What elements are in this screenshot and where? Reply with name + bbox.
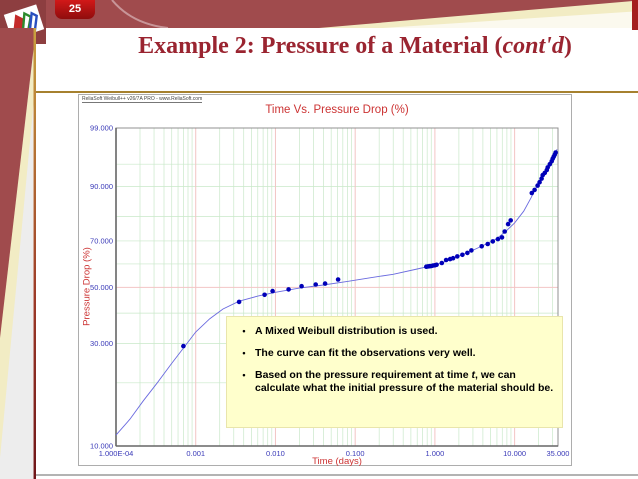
bullet-text: A Mixed Weibull distribution is used. (255, 325, 438, 337)
header-banner (0, 0, 638, 28)
svg-text:0.010: 0.010 (266, 449, 285, 458)
header-divider-line (36, 91, 638, 93)
bullet-text: Based on the pressure requirement at tim… (255, 369, 556, 395)
bullet-text-suffix: , we can calculate what the initial pres… (255, 369, 554, 394)
svg-text:1.000: 1.000 (426, 449, 445, 458)
weibull-chart-panel: ReliaSoft Weibull++ v26/7A PRO - www.Rel… (78, 94, 572, 467)
x-axis-title: Time (days) (312, 456, 362, 467)
svg-text:0.001: 0.001 (186, 449, 205, 458)
bullet-text-italic: t (471, 369, 475, 381)
page-title: Example 2: Pressure of a Material (cont'… (80, 33, 630, 60)
title-text: Example 2: Pressure of a Material ( (138, 33, 503, 59)
svg-text:10.000: 10.000 (90, 442, 113, 451)
note-box: • A Mixed Weibull distribution is used. … (226, 316, 563, 428)
list-item: • The curve can fit the observations ver… (233, 347, 556, 360)
svg-text:90.000: 90.000 (90, 182, 113, 191)
svg-text:99.000: 99.000 (90, 124, 113, 133)
svg-text:35.000: 35.000 (547, 449, 570, 458)
slide-number-badge: 25 (55, 0, 95, 19)
svg-text:10.000: 10.000 (503, 449, 526, 458)
bullet-icon: • (242, 326, 246, 336)
footer-divider-line (36, 474, 638, 476)
corner-red-strip (632, 0, 638, 30)
list-item: • A Mixed Weibull distribution is used. (233, 325, 556, 338)
svg-text:1.000E-04: 1.000E-04 (99, 449, 134, 458)
slide-number: 25 (68, 3, 82, 15)
svg-text:30.000: 30.000 (90, 339, 113, 348)
svg-text:70.000: 70.000 (90, 236, 113, 245)
reliasoft-watermark: ReliaSoft Weibull++ v26/7A PRO - www.Rel… (82, 96, 203, 103)
bullet-text: The curve can fit the observations very … (255, 347, 476, 359)
svg-text:0.100: 0.100 (346, 449, 365, 458)
bullet-text-prefix: Based on the pressure requirement at tim… (255, 369, 472, 381)
bullet-icon: • (242, 370, 246, 380)
list-item: • Based on the pressure requirement at t… (233, 369, 556, 395)
bullet-icon: • (242, 348, 246, 358)
svg-text:50.000: 50.000 (90, 283, 113, 292)
chart-title: Time Vs. Pressure Drop (%) (265, 104, 409, 116)
title-italic-text: cont'd (502, 33, 564, 59)
left-decoration (0, 28, 36, 479)
title-suffix-text: ) (563, 33, 572, 59)
